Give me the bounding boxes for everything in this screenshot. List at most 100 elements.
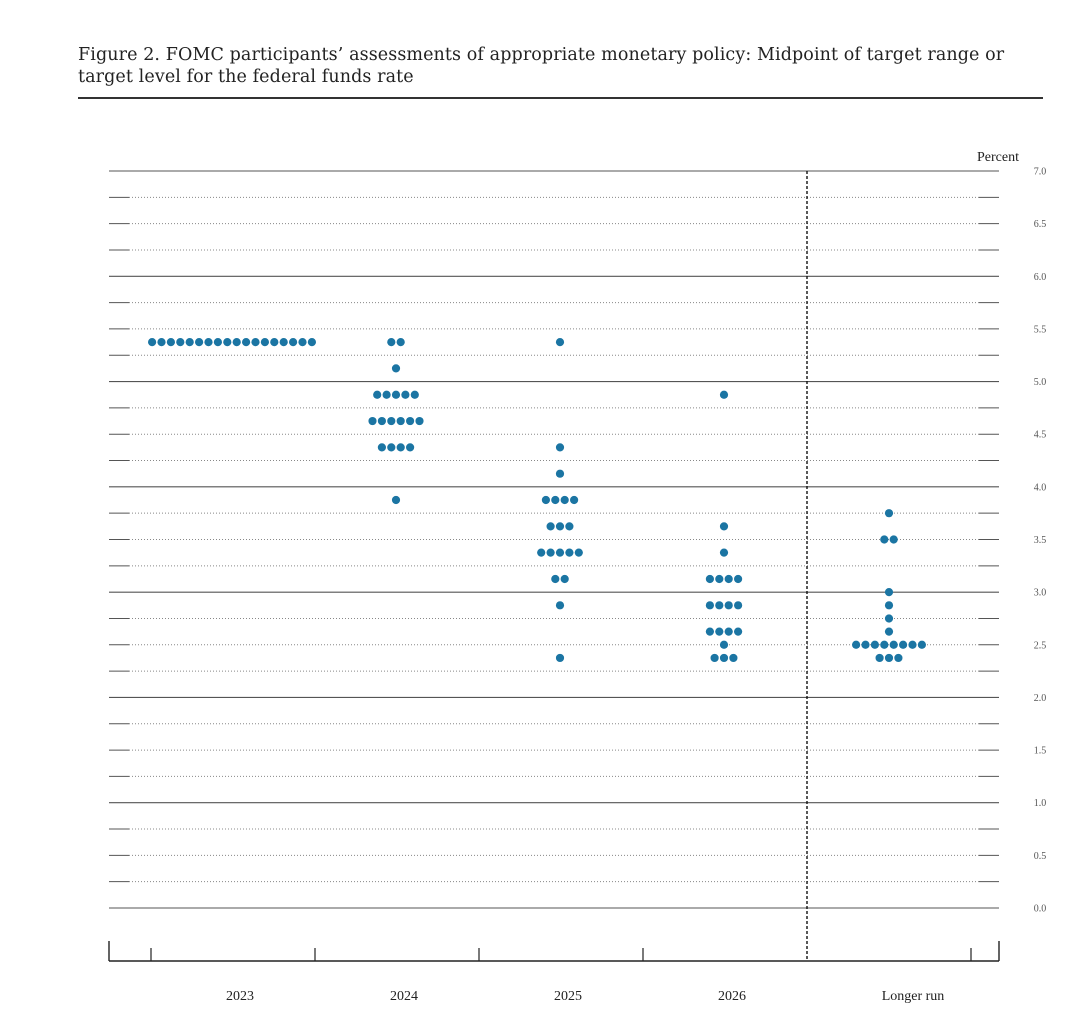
participant-dot [724, 574, 733, 584]
participant-dot [176, 337, 185, 347]
participant-dot [541, 495, 551, 505]
participant-dot [382, 390, 391, 399]
participant-dot [705, 627, 715, 636]
participant-dot [396, 416, 405, 426]
y-tick-label: 0.5 [1034, 851, 1047, 862]
participant-dot [148, 337, 157, 347]
participant-dot [555, 443, 565, 452]
y-tick-label: 4.5 [1034, 430, 1047, 441]
participant-dot [166, 337, 175, 347]
participant-dot [555, 548, 565, 557]
dots-layer [148, 337, 927, 663]
participant-dot [555, 337, 565, 347]
participant-dot [719, 640, 729, 649]
participant-dot [875, 653, 884, 663]
participant-dot [715, 627, 724, 636]
participant-dot [884, 509, 894, 518]
participant-dot [884, 614, 894, 623]
participant-dot [565, 548, 574, 557]
caption-rule [78, 97, 1043, 99]
participant-dot [870, 640, 880, 649]
y-tick-label: 0.0 [1034, 904, 1047, 915]
participant-dot [195, 337, 204, 347]
participant-dot [880, 640, 889, 649]
participant-dot [204, 337, 213, 347]
participant-dot [861, 640, 870, 649]
participant-dot [560, 574, 569, 584]
participant-dot [715, 574, 724, 584]
participant-dot [880, 535, 889, 544]
figure-caption: Figure 2. FOMC participants’ assessments… [78, 45, 1005, 87]
participant-dot [705, 574, 715, 584]
participant-dot [223, 337, 232, 347]
participant-dot [908, 640, 917, 649]
participant-dot [546, 522, 555, 531]
participant-dot [377, 443, 386, 452]
participant-dot [289, 337, 298, 347]
participant-dot [852, 640, 861, 649]
y-tick-label: 6.5 [1034, 219, 1047, 230]
participant-dot [298, 337, 307, 347]
participant-dot [884, 588, 894, 597]
participant-dot [279, 337, 288, 347]
participant-dot [710, 653, 719, 663]
participant-dot [565, 522, 574, 531]
y-tick-label: 3.0 [1034, 588, 1047, 599]
participant-dot [719, 390, 729, 399]
participant-dot [387, 443, 396, 452]
x-category-label: 2024 [390, 989, 418, 1004]
participant-dot [724, 627, 733, 636]
y-tick-label: 4.0 [1034, 482, 1047, 493]
participant-dot [705, 601, 715, 610]
y-tick-label: 5.5 [1034, 324, 1047, 335]
participant-dot [377, 416, 386, 426]
y-tick-label: 7.0 [1034, 167, 1047, 178]
participant-dot [555, 601, 565, 610]
participant-dot [570, 495, 579, 505]
participant-dot [884, 601, 894, 610]
participant-dot [551, 495, 560, 505]
y-tick-label: 3.5 [1034, 535, 1047, 546]
participant-dot [232, 337, 241, 347]
participant-dot [401, 390, 410, 399]
participant-dot [894, 653, 903, 663]
participant-dot [406, 443, 415, 452]
participant-dot [307, 337, 316, 347]
participant-dot [884, 653, 894, 663]
participant-dot [555, 469, 565, 478]
participant-dot [396, 337, 405, 347]
participant-dot [715, 601, 724, 610]
y-axis-unit-label: Percent [977, 150, 1019, 165]
participant-dot [724, 601, 733, 610]
participant-dot [734, 627, 743, 636]
participant-dot [213, 337, 222, 347]
y-tick-label: 2.0 [1034, 693, 1047, 704]
participant-dot [391, 390, 401, 399]
participant-dot [734, 601, 743, 610]
participant-dot [889, 535, 898, 544]
participant-dot [242, 337, 251, 347]
participant-dot [537, 548, 546, 557]
grid-layer [109, 170, 999, 909]
participant-dot [368, 416, 377, 426]
y-tick-label: 5.0 [1034, 377, 1047, 388]
participant-dot [185, 337, 194, 347]
participant-dot [555, 522, 565, 531]
participant-dot [251, 337, 260, 347]
participant-dot [884, 627, 894, 636]
y-tick-label: 1.0 [1034, 798, 1047, 809]
participant-dot [917, 640, 927, 649]
x-category-label: Longer run [882, 989, 945, 1004]
participant-dot [415, 416, 424, 426]
participant-dot [387, 337, 396, 347]
participant-dot [560, 495, 569, 505]
participant-dot [899, 640, 908, 649]
participant-dot [391, 495, 401, 505]
participant-dot [391, 364, 401, 373]
participant-dot [157, 337, 166, 347]
participant-dot [734, 574, 743, 584]
participant-dot [387, 416, 396, 426]
participant-dot [406, 416, 415, 426]
participant-dot [551, 574, 560, 584]
